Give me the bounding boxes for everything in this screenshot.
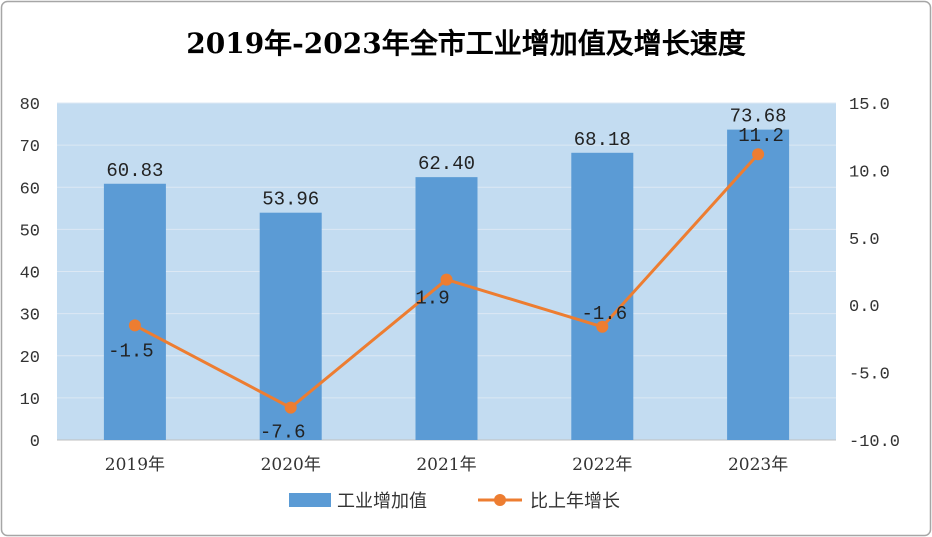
legend: 工业增加值 比上年增长: [289, 491, 620, 512]
bar-data-label: 62.40: [418, 153, 475, 175]
y-right-tick-label: 5.0: [849, 231, 880, 250]
x-tick-label: 2021年: [416, 455, 476, 475]
line-data-label: 1.9: [415, 288, 449, 310]
plot-layer: 0 10 20 30 40 50 60 70 80 -10.0 -5.0 0.0 5.0 10.0 15.0…: [20, 96, 900, 475]
bar-data-label: 73.68: [730, 106, 787, 128]
bar-2019: [103, 183, 166, 440]
y-right-tick-label: -10.0: [849, 433, 900, 452]
growth-marker-2020: [284, 401, 297, 414]
y-right-tick-label: -5.0: [849, 366, 890, 385]
bar-data-label: 60.83: [106, 160, 163, 182]
legend-line-marker: [494, 494, 506, 506]
growth-marker-2022: [596, 320, 609, 333]
legend-bar-swatch: [289, 493, 331, 507]
bar-2021: [415, 177, 478, 440]
x-tick-label: 2022年: [572, 455, 632, 475]
line-data-label: -1.5: [108, 340, 154, 362]
legend-line-label: 比上年增长: [530, 491, 620, 512]
y-right-tick-label: 10.0: [849, 163, 890, 182]
line-data-label: 11.2: [738, 125, 784, 147]
y-right-tick-label: 0.0: [849, 298, 880, 317]
growth-marker-2021: [440, 273, 453, 286]
y-left-tick-label: 60: [20, 180, 40, 199]
growth-marker-2023: [752, 148, 765, 161]
y-left-tick-label: 80: [20, 96, 40, 115]
growth-marker-2019: [128, 319, 141, 332]
bar-2022: [571, 152, 634, 440]
y-left-tick-label: 50: [20, 222, 40, 241]
y-left-tick-label: 10: [20, 391, 40, 410]
legend-bar-label: 工业增加值: [337, 491, 427, 512]
y-left-tick-label: 20: [20, 349, 40, 368]
y-left-tick-label: 30: [20, 307, 40, 326]
bar-data-label: 68.18: [574, 129, 631, 151]
y-left-tick-label: 40: [20, 265, 40, 284]
x-tick-label: 2020年: [261, 455, 321, 475]
x-tick-label: 2023年: [728, 455, 788, 475]
y-left-tick-label: 0: [30, 433, 40, 452]
y-left-tick-label: 70: [20, 138, 40, 157]
line-data-label: -7.6: [260, 422, 306, 444]
bar-2023: [727, 129, 790, 441]
y-right-tick-label: 15.0: [849, 96, 890, 115]
chart-title: 2019年-2023年全市工业增加值及增长速度: [186, 27, 745, 60]
x-tick-label: 2019年: [105, 455, 165, 475]
line-data-label: -1.6: [581, 303, 627, 325]
bar-data-label: 53.96: [262, 189, 319, 211]
